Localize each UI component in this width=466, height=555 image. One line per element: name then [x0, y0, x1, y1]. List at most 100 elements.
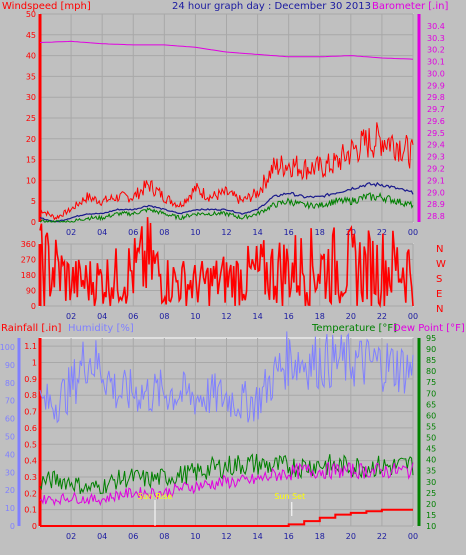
series-gust [39, 122, 414, 221]
temperature-tick-label: 65 [426, 400, 436, 409]
humidity-tick-label: 80 [5, 379, 15, 388]
humidity-tick-label: 60 [5, 415, 15, 424]
y-left-tick-label: 25 [26, 114, 36, 123]
y-right-tick-label: 29.2 [427, 165, 445, 174]
y-right-tick-label: 29.7 [427, 105, 445, 114]
y-left-tick-label: 50 [26, 10, 36, 19]
compass-label: W [436, 259, 446, 270]
rain-tick-label: 1 [32, 359, 37, 368]
x-tick-label: 08 [159, 532, 169, 541]
temperature-tick-label: 80 [426, 367, 436, 376]
compass-label: N [436, 304, 443, 315]
temperature-tick-label: 70 [426, 389, 436, 398]
temperature-tick-label: 50 [426, 434, 436, 443]
y-left-tick-label: 90 [26, 287, 36, 296]
y-left-tick-label: 40 [26, 52, 36, 61]
y-left-tick-label: 20 [26, 135, 36, 144]
y-right-tick-label: 28.8 [427, 212, 445, 221]
y-left-tick-label: 10 [26, 176, 36, 185]
rain-tick-label: 0.5 [24, 440, 37, 449]
series-average [39, 181, 414, 223]
x-tick-label: 06 [128, 228, 138, 237]
temperature-tick-label: 85 [426, 356, 436, 365]
x-tick-label: 14 [252, 228, 262, 237]
y-left-tick-label: 5 [31, 197, 36, 206]
series-wind-direction [39, 217, 414, 309]
y-left-tick-label: 35 [26, 72, 36, 81]
compass-label: N [436, 244, 443, 255]
sunrise-label: Sun Rise [138, 492, 173, 501]
humidity-tick-label: 70 [5, 397, 15, 406]
y-right-tick-label: 29.9 [427, 81, 445, 90]
x-tick-label: 00 [408, 312, 418, 321]
x-tick-label: 16 [284, 532, 294, 541]
x-tick-label: 14 [252, 312, 262, 321]
x-tick-label: 08 [159, 228, 169, 237]
x-tick-label: 20 [346, 532, 356, 541]
temperature-tick-label: 10 [426, 522, 436, 531]
x-tick-label: 08 [159, 312, 169, 321]
rain-tick-label: 0.9 [24, 375, 37, 384]
x-tick-label: 20 [346, 312, 356, 321]
x-tick-label: 16 [284, 312, 294, 321]
x-tick-label: 18 [315, 532, 325, 541]
series-dewpoint [39, 461, 414, 507]
y-right-tick-label: 30.4 [427, 22, 445, 31]
x-tick-label: 16 [284, 228, 294, 237]
x-tick-label: 22 [377, 312, 387, 321]
y-left-tick-label: 180 [21, 271, 36, 280]
temperature-tick-label: 90 [426, 345, 436, 354]
temperature-tick-label: 35 [426, 467, 436, 476]
y-right-tick-label: 29.1 [427, 176, 445, 185]
humidity-tick-label: 90 [5, 361, 15, 370]
y-right-tick-label: 29.4 [427, 141, 445, 150]
temperature-tick-label: 75 [426, 378, 436, 387]
rain-tick-label: 0.6 [24, 424, 37, 433]
x-tick-label: 18 [315, 312, 325, 321]
barometer-title: Barometer [.in] [372, 1, 448, 12]
temperature-tick-label: 20 [426, 500, 436, 509]
y-left-tick-label: 0 [31, 302, 36, 311]
humidity-tick-label: 30 [5, 468, 15, 477]
temperature-tick-label: 45 [426, 445, 436, 454]
temperature-tick-label: 15 [426, 511, 436, 520]
humidity-tick-label: 0 [10, 522, 15, 531]
x-tick-label: 04 [97, 312, 107, 321]
x-tick-label: 14 [252, 532, 262, 541]
humidity-tick-label: 50 [5, 432, 15, 441]
x-tick-label: 12 [221, 532, 231, 541]
y-left-tick-label: 30 [26, 93, 36, 102]
x-tick-label: 04 [97, 532, 107, 541]
x-tick-label: 00 [408, 228, 418, 237]
rain-tick-label: 0.2 [24, 489, 37, 498]
x-tick-label: 02 [66, 532, 76, 541]
x-tick-label: 10 [190, 228, 200, 237]
windspeed-title: Windspeed [mph] [2, 1, 91, 12]
temperature-tick-label: 95 [426, 334, 436, 343]
x-tick-label: 04 [97, 228, 107, 237]
x-tick-label: 20 [346, 228, 356, 237]
graph-title: 24 hour graph day : December 30 2013 [172, 1, 371, 12]
y-right-tick-label: 29.3 [427, 153, 445, 162]
x-tick-label: 02 [66, 312, 76, 321]
y-right-tick-label: 29.8 [427, 93, 445, 102]
series-speed [39, 192, 414, 223]
humidity-tick-label: 20 [5, 486, 15, 495]
x-tick-label: 06 [128, 312, 138, 321]
x-tick-label: 22 [377, 228, 387, 237]
y-right-tick-label: 28.9 [427, 200, 445, 209]
y-left-tick-label: 0 [31, 218, 36, 227]
y-right-tick-label: 29.6 [427, 117, 445, 126]
y-right-tick-label: 29.5 [427, 129, 445, 138]
temperature-title: Temperature [°F] [311, 323, 397, 334]
x-tick-label: 00 [408, 532, 418, 541]
rain-tick-label: 0.8 [24, 391, 37, 400]
rain-tick-label: 0 [32, 522, 37, 531]
rainfall-title: Rainfall [.in] [1, 323, 62, 334]
y-right-tick-label: 30.2 [427, 46, 445, 55]
rain-tick-label: 0.1 [24, 506, 37, 515]
temperature-humidity-panel: 0 0.1 0.2 0.3 0.4 0.5 0.6 0.7 0.8 0.9 1 1.1 0 10 20 30 4… [0, 331, 436, 541]
